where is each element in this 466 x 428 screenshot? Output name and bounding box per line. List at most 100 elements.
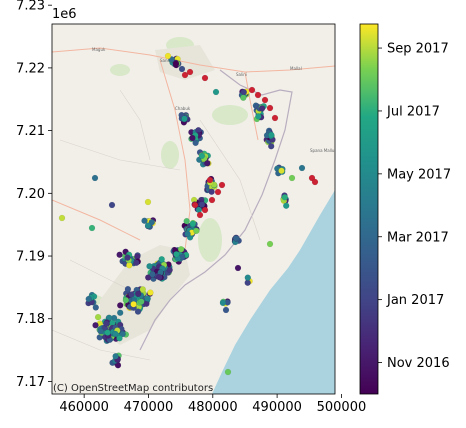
sample-point	[124, 254, 131, 261]
sample-point	[283, 202, 290, 209]
sample-point	[138, 298, 145, 305]
sample-point	[130, 301, 137, 308]
sample-point	[232, 234, 240, 242]
sample-point	[258, 105, 266, 112]
sample-point	[124, 285, 132, 293]
highlighted-point	[201, 74, 209, 82]
sample-point	[144, 222, 152, 229]
x-tick-label: 470000	[124, 400, 174, 415]
sample-point	[139, 286, 147, 293]
sample-point	[189, 134, 196, 142]
sample-point	[149, 271, 156, 278]
sea-area	[212, 190, 335, 394]
map-axes: Maguk Chabuk Salini Sansul Mallal Spana …	[16, 0, 366, 415]
highlighted-point	[208, 196, 216, 204]
sample-point	[103, 320, 110, 327]
sample-point	[184, 230, 191, 238]
sample-point	[94, 313, 102, 321]
sample-point	[133, 259, 140, 266]
sample-point	[172, 60, 180, 68]
sample-point	[122, 296, 130, 304]
y-tick-label: 7.23	[16, 0, 45, 14]
highlighted-point	[214, 188, 222, 196]
highlighted-point	[191, 201, 199, 209]
y-tick-label: 7.17	[16, 375, 45, 390]
highlighted-point	[311, 178, 319, 186]
sample-point	[144, 198, 152, 206]
sample-point	[134, 308, 142, 315]
sample-point	[173, 251, 180, 258]
sample-points	[58, 52, 306, 376]
highlighted-point	[266, 104, 274, 112]
place-label-sansul: Sansul	[160, 58, 173, 63]
colorbar-tick-label: Mar 2017	[387, 230, 449, 245]
sample-point	[128, 291, 135, 298]
sample-point	[116, 251, 123, 259]
map-attribution: (C) OpenStreetMap contributors	[53, 383, 213, 394]
colorbar-gradient	[359, 23, 379, 395]
highlighted-point	[218, 181, 226, 189]
sample-point	[58, 214, 66, 222]
sample-point	[281, 194, 288, 201]
sample-point	[108, 201, 116, 209]
sample-point	[212, 88, 220, 96]
colorbar-tick-label: May 2017	[387, 167, 451, 182]
sample-point	[183, 217, 190, 225]
sample-point	[181, 115, 188, 122]
y-axis: 7.17 7.18 7.19 7.20 7.21 7.22 7.23	[16, 0, 52, 390]
sample-point	[224, 368, 232, 376]
sample-point	[234, 264, 242, 272]
sample-point	[144, 274, 152, 281]
shoreline	[139, 69, 293, 351]
highlighted-point	[248, 86, 256, 94]
y-offset-label: 1e6	[52, 7, 77, 22]
sample-point	[116, 302, 124, 309]
y-tick-label: 7.18	[16, 312, 45, 327]
sample-point	[177, 245, 185, 253]
sample-point	[112, 353, 119, 360]
sample-point	[147, 289, 154, 296]
sample-point	[198, 152, 206, 160]
x-tick-label: 460000	[59, 400, 109, 415]
colorbar-tick-label: Jul 2017	[386, 104, 440, 119]
colorbar-tick-label: Sep 2017	[387, 42, 449, 57]
sample-point	[146, 263, 153, 270]
sample-point	[166, 266, 173, 274]
sample-point	[92, 304, 100, 311]
x-axis: 460000 470000 480000 490000 500000	[59, 394, 366, 415]
minor-roads	[52, 89, 261, 361]
highlighted-point	[271, 114, 279, 122]
x-tick-label: 490000	[252, 400, 302, 415]
sample-point	[141, 217, 148, 224]
sample-point	[88, 224, 96, 232]
sample-point	[144, 295, 151, 302]
sample-point	[192, 139, 199, 147]
sample-point	[266, 240, 274, 248]
sample-point	[298, 164, 306, 172]
x-tick-label: 500000	[317, 400, 367, 415]
sample-point	[288, 174, 296, 182]
sample-point	[164, 52, 172, 60]
sample-point	[92, 322, 99, 329]
x-tick-label: 480000	[188, 400, 238, 415]
sample-point	[116, 309, 124, 316]
sample-point	[91, 174, 99, 182]
sample-point	[97, 327, 104, 335]
highlighted-points	[181, 68, 319, 219]
place-label-maguk: Maguk	[92, 47, 106, 52]
highlighted-point	[186, 68, 194, 76]
y-tick-label: 7.21	[16, 124, 45, 139]
sample-point	[85, 295, 92, 303]
sample-point	[208, 188, 215, 195]
highlighted-point	[254, 91, 262, 99]
highlighted-point	[196, 211, 204, 219]
sample-point	[244, 274, 252, 281]
sample-point	[219, 299, 227, 307]
sample-point	[240, 88, 248, 96]
sample-point	[156, 274, 163, 281]
highlighted-point	[181, 71, 189, 79]
place-label-salini: Salini	[236, 72, 247, 77]
place-label-mallal: Mallal	[290, 66, 302, 71]
colorbar-tick-label: Nov 2016	[387, 356, 450, 371]
